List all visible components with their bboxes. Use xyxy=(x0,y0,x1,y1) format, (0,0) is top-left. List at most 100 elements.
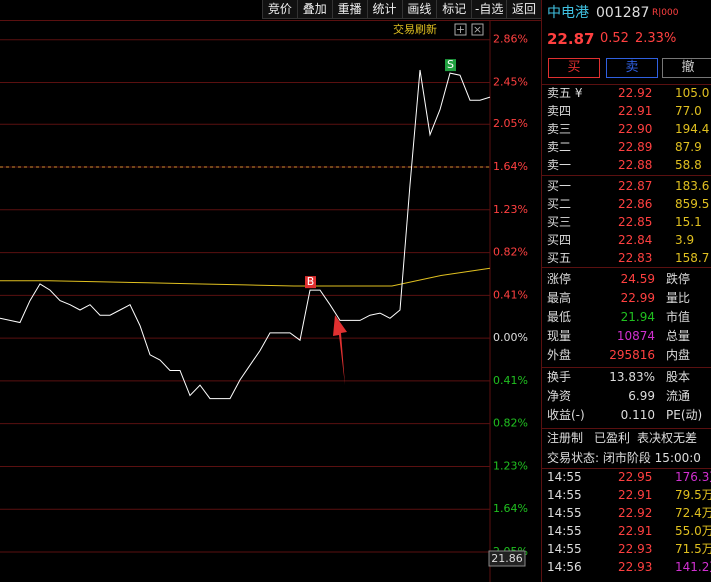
trade-volume: 79.5万 xyxy=(675,488,711,502)
separator xyxy=(541,267,711,268)
toolbar-button[interactable]: 竞价 xyxy=(262,0,297,18)
add-icon-text: + xyxy=(456,23,465,36)
stat-label: 涨停 xyxy=(547,272,572,286)
toolbar: 竞价 叠加 重播 统计 画线 标记 -自选 返回 xyxy=(262,0,541,19)
stat-value: 24.59 xyxy=(620,272,655,286)
close-icon xyxy=(471,23,484,36)
ask-label: 卖一 xyxy=(547,158,572,172)
y-tick-label: 2.45% xyxy=(493,76,528,89)
tag: 表决权无差 xyxy=(637,431,698,445)
series-line xyxy=(0,267,491,287)
finance-label: 净资 xyxy=(547,389,572,403)
ask-label: 卖二 xyxy=(547,140,572,154)
bid-label: 买三 xyxy=(547,215,572,229)
finance-value: 0.110 xyxy=(620,408,655,422)
toolbar-button[interactable]: -自选 xyxy=(471,0,506,18)
bid-price: 22.83 xyxy=(618,251,653,265)
bid-price: 22.86 xyxy=(618,197,653,211)
trade-status: 交易状态: 闭市阶段 15:00:0 xyxy=(547,451,701,465)
finance-label: 股本 xyxy=(666,370,691,384)
ask-label: 卖五 ¥ xyxy=(547,86,583,100)
right-panel xyxy=(541,0,711,582)
series-line xyxy=(0,69,491,400)
finance-value: 13.83% xyxy=(609,370,655,384)
price-change-pct: 2.33% xyxy=(635,31,677,46)
toolbar-button[interactable]: 返回 xyxy=(506,0,541,18)
intraday-chart: + × 2.86% 2.45% 2.05% 1.64% 1.23% 0.82% 0.41% 0.0… xyxy=(0,20,528,582)
trade-price: 22.91 xyxy=(618,524,653,538)
tag: 已盈利 xyxy=(594,431,631,445)
y-tick-label: 0.00% xyxy=(493,331,528,344)
bid-price: 22.87 xyxy=(618,179,653,193)
toolbar-button[interactable]: 画线 xyxy=(401,0,437,18)
ask-price: 22.90 xyxy=(618,122,653,136)
trade-price: 22.91 xyxy=(618,488,653,502)
ask-price: 22.91 xyxy=(618,104,653,118)
y-tick-label: 0.41% xyxy=(493,374,528,387)
price-box-label: 21.86 xyxy=(491,552,523,565)
ask-volume: 58.8 xyxy=(675,158,702,172)
trade-marker xyxy=(445,59,456,72)
ask-price: 22.92 xyxy=(618,86,653,100)
trade-price: 22.95 xyxy=(618,470,653,484)
finance-value: 6.99 xyxy=(628,389,655,403)
bid-volume: 859.5 xyxy=(675,197,710,211)
ask-label: 卖四 xyxy=(547,104,572,118)
refresh-label: 交易刷新 xyxy=(393,23,437,36)
close-icon-text: × xyxy=(473,23,482,36)
last-price: 22.87 xyxy=(547,30,595,48)
stat-value: 10874 xyxy=(616,329,655,343)
ask-volume: 194.4 xyxy=(675,122,710,136)
toolbar-button[interactable]: 统计 xyxy=(366,0,402,18)
trade-price: 22.92 xyxy=(618,506,653,520)
arrow xyxy=(333,315,347,385)
trade-button[interactable]: 买 xyxy=(548,58,600,78)
trade-time: 14:56 xyxy=(547,560,582,574)
toolbar-button[interactable]: 叠加 xyxy=(296,0,332,18)
trade-time: 14:55 xyxy=(547,506,582,520)
ask-volume: 87.9 xyxy=(675,140,702,154)
bid-price: 22.85 xyxy=(618,215,653,229)
separator xyxy=(541,367,711,368)
trade-button[interactable]: 撤 xyxy=(662,58,711,78)
separator xyxy=(541,468,711,469)
trade-volume: 72.4万 xyxy=(675,506,711,520)
stat-label: 市值 xyxy=(666,310,691,324)
trade-time: 14:55 xyxy=(547,524,582,538)
y-tick-label: 0.82% xyxy=(493,417,528,430)
bid-volume: 3.9 xyxy=(675,233,695,247)
y-tick-label: 1.64% xyxy=(493,160,528,173)
add-icon xyxy=(454,23,467,36)
trade-button[interactable]: 卖 xyxy=(606,58,658,78)
finance-label: 收益(-) xyxy=(547,408,585,422)
finance-label: 流通 xyxy=(666,389,691,403)
ask-price: 22.89 xyxy=(618,140,653,154)
finance-label: 换手 xyxy=(547,370,572,384)
bid-volume: 15.1 xyxy=(675,215,702,229)
toolbar-button[interactable]: 标记 xyxy=(436,0,471,18)
stock-code: 001287 xyxy=(596,5,650,21)
stat-value: 22.99 xyxy=(620,291,655,305)
bid-label: 买二 xyxy=(547,197,572,211)
stock-name: 中电港 xyxy=(547,5,589,21)
stat-label: 现量 xyxy=(547,329,572,343)
stat-label: 最低 xyxy=(547,310,572,324)
bid-price: 22.84 xyxy=(618,233,653,247)
trade-volume: 176.3万 xyxy=(675,470,711,484)
trade-volume: 71.5万 xyxy=(675,542,711,556)
stat-value: 21.94 xyxy=(620,310,655,324)
stock-badge: R|000 xyxy=(652,8,679,18)
separator xyxy=(541,428,711,429)
stat-label: 内盘 xyxy=(666,348,691,362)
trade-time: 14:55 xyxy=(547,542,582,556)
trade-time: 14:55 xyxy=(547,488,582,502)
bid-label: 买一 xyxy=(547,179,572,193)
y-tick-label: 2.86% xyxy=(493,33,528,46)
bid-volume: 183.6 xyxy=(675,179,710,193)
trade-price: 22.93 xyxy=(618,542,653,556)
stat-label: 总量 xyxy=(666,329,691,343)
separator xyxy=(541,175,711,176)
y-tick-label: 1.23% xyxy=(493,203,528,216)
toolbar-button[interactable]: 重播 xyxy=(331,0,367,18)
